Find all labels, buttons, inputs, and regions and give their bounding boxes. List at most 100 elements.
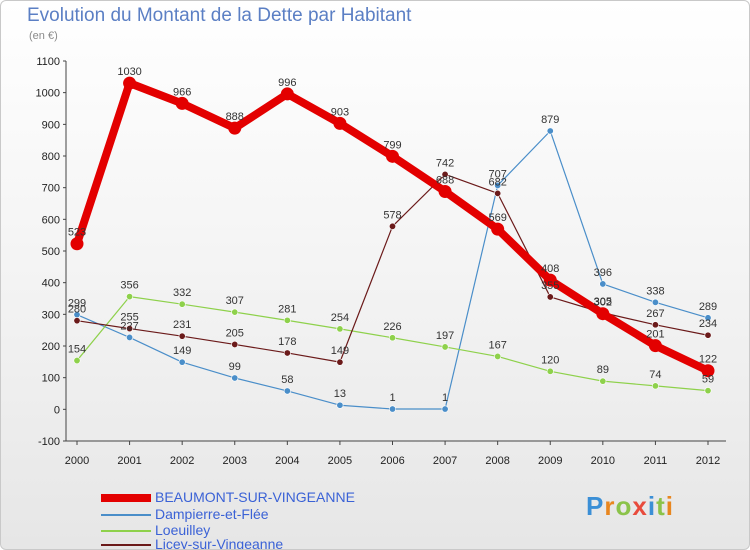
y-tick-label: 500 [42, 246, 60, 258]
logo-letter: i [647, 491, 657, 521]
data-point [231, 308, 239, 316]
data-point [123, 76, 137, 90]
y-tick-label: 200 [42, 341, 60, 353]
chart-unit: (en €) [29, 30, 58, 42]
legend-swatch [101, 514, 151, 516]
x-tick-label: 2011 [644, 455, 668, 467]
data-label: 1 [442, 392, 448, 404]
data-label: 332 [173, 287, 191, 299]
y-tick-label: 0 [54, 404, 60, 416]
data-point [599, 280, 607, 288]
y-tick-label: 700 [42, 183, 60, 195]
data-label: 74 [649, 369, 661, 381]
chart-title: Evolution du Montant de la Dette par Hab… [27, 5, 412, 26]
data-point [546, 293, 554, 301]
x-tick-label: 2005 [328, 455, 352, 467]
series-line-1 [76, 130, 709, 410]
data-point [648, 339, 662, 353]
data-point [388, 222, 396, 230]
data-point [651, 382, 659, 390]
data-point [546, 127, 554, 135]
data-label: 120 [541, 354, 559, 366]
data-label: 281 [278, 303, 296, 315]
data-label: 299 [68, 298, 86, 310]
legend-swatch [101, 544, 151, 546]
data-point [388, 334, 396, 342]
logo-letter: P [586, 491, 605, 521]
y-tick-label: 800 [42, 151, 60, 163]
data-label: 122 [699, 354, 717, 366]
legend-label: BEAUMONT-SUR-VINGEANNE [155, 489, 355, 505]
data-label: 903 [331, 106, 349, 118]
data-label: 355 [541, 280, 559, 292]
data-label: 197 [436, 330, 454, 342]
data-point [336, 325, 344, 333]
proxiti-logo: Proxiti [586, 491, 674, 522]
y-tick-label: 600 [42, 214, 60, 226]
x-tick-label: 2000 [65, 455, 89, 467]
data-label: 167 [488, 339, 506, 351]
series-line-3 [76, 173, 709, 363]
data-point [704, 331, 712, 339]
data-label: 302 [594, 297, 612, 309]
data-label: 267 [646, 308, 664, 320]
data-label: 408 [541, 263, 559, 275]
data-label: 888 [226, 111, 244, 123]
data-point [126, 293, 134, 301]
y-tick-label: 1100 [36, 56, 60, 68]
x-tick-label: 2006 [380, 455, 404, 467]
legend-label: Dampierre-et-Flée [155, 506, 269, 522]
data-label: 178 [278, 336, 296, 348]
data-label: 578 [383, 209, 401, 221]
data-label: 996 [278, 77, 296, 89]
data-point [178, 300, 186, 308]
data-point [388, 405, 396, 413]
data-label: 254 [331, 312, 349, 324]
data-label: 682 [488, 176, 506, 188]
data-label: 396 [594, 267, 612, 279]
data-point [178, 332, 186, 340]
data-point [178, 358, 186, 366]
logo-letter: o [615, 491, 633, 521]
y-tick-label: 900 [42, 119, 60, 131]
data-label: 307 [226, 295, 244, 307]
x-tick-label: 2007 [433, 455, 457, 467]
data-label: 58 [281, 374, 293, 386]
data-point [175, 96, 189, 110]
y-tick-label: 400 [42, 278, 60, 290]
x-tick-label: 2003 [223, 455, 247, 467]
logo-letter: i [665, 491, 674, 521]
data-point [599, 377, 607, 385]
x-tick-label: 2001 [117, 455, 141, 467]
data-point [386, 149, 399, 163]
data-point [126, 325, 134, 333]
data-point [70, 237, 84, 251]
data-point [283, 387, 291, 395]
data-label: 799 [383, 139, 401, 151]
data-label: 1030 [117, 66, 141, 78]
data-point [73, 357, 81, 365]
data-label: 234 [699, 318, 717, 330]
data-point [126, 333, 134, 341]
data-label: 1 [389, 392, 395, 404]
data-label: 523 [68, 227, 86, 239]
data-label: 201 [646, 329, 664, 341]
data-point [231, 340, 239, 348]
data-label: 707 [488, 168, 506, 180]
data-point [283, 349, 291, 357]
data-label: 13 [334, 388, 346, 400]
x-tick-label: 2012 [696, 455, 720, 467]
data-label: 742 [436, 157, 454, 169]
series-line-2 [76, 296, 709, 392]
data-point [651, 298, 659, 306]
data-point [704, 314, 712, 322]
data-point [441, 170, 449, 178]
data-label: 280 [68, 304, 86, 316]
data-label: 966 [173, 86, 191, 98]
data-point [438, 184, 452, 198]
data-point [73, 317, 81, 325]
data-label: 879 [541, 114, 559, 126]
x-tick-label: 2010 [591, 455, 615, 467]
